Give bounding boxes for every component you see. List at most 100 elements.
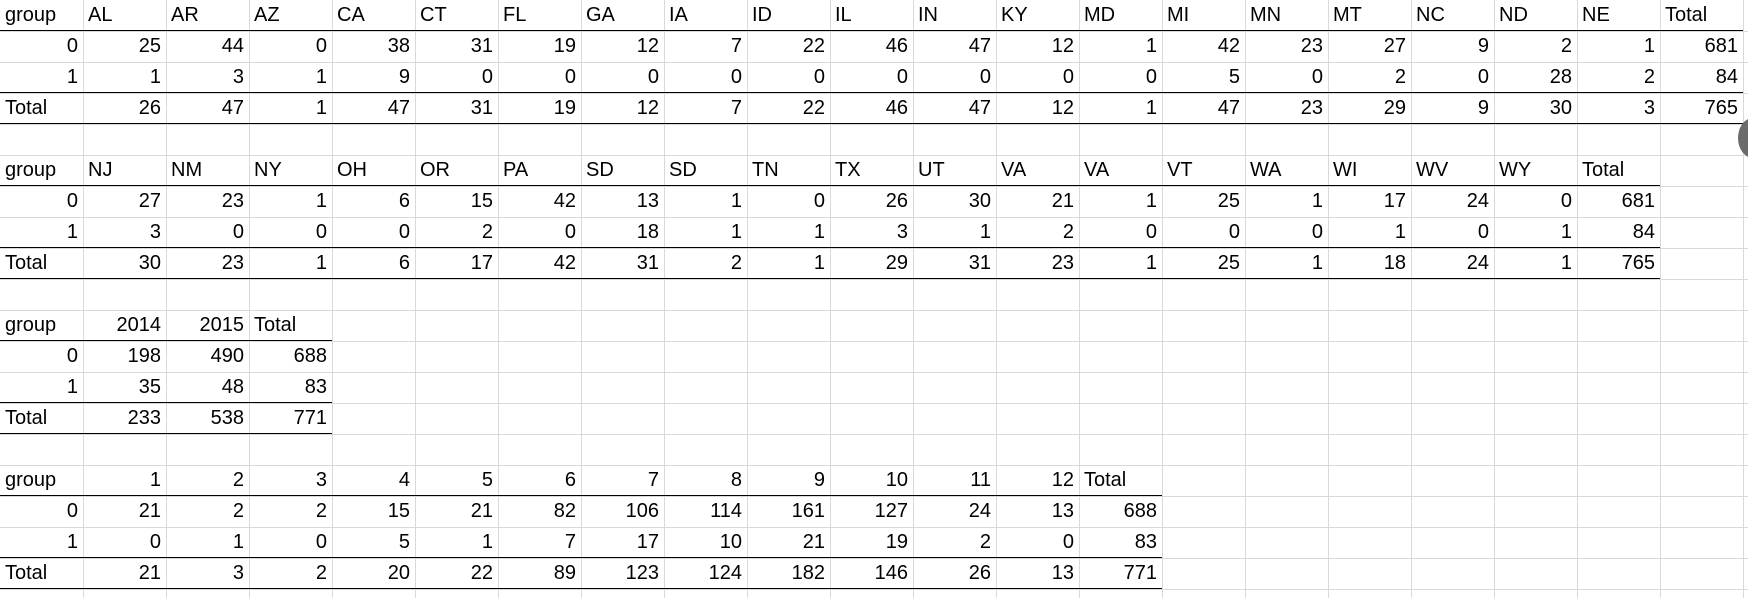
table-cell[interactable]: 26	[138, 97, 161, 119]
table-cell[interactable]: 31	[470, 35, 493, 57]
table-cell[interactable]: 30	[138, 252, 161, 274]
table-cell[interactable]: 21	[138, 500, 161, 522]
table-cell[interactable]: 1	[315, 252, 327, 274]
table-header-cell[interactable]: GA	[586, 4, 615, 26]
table-header-cell[interactable]: 2015	[199, 314, 245, 336]
table-header-cell[interactable]: ND	[1499, 4, 1528, 26]
table-cell[interactable]: 47	[221, 97, 244, 119]
table-header-cell[interactable]: UT	[918, 159, 945, 181]
table-cell[interactable]: 1	[149, 66, 161, 88]
table-cell[interactable]: 0	[1145, 221, 1157, 243]
table-cell[interactable]: 6	[398, 252, 410, 274]
table-cell[interactable]: 31	[636, 252, 659, 274]
table-header-cell[interactable]: NJ	[88, 159, 113, 181]
table-cell[interactable]: 765	[1704, 97, 1738, 119]
table-header-cell[interactable]: 8	[730, 469, 742, 491]
table-cell[interactable]: 127	[874, 500, 908, 522]
table-cell[interactable]: 23	[221, 252, 244, 274]
table-cell[interactable]: 30	[968, 190, 991, 212]
table-cell[interactable]: 48	[221, 376, 244, 398]
table-cell[interactable]: 1	[1394, 221, 1406, 243]
table-cell[interactable]: 2	[232, 500, 244, 522]
table-header-cell[interactable]: OH	[337, 159, 367, 181]
table-cell[interactable]: 24	[1466, 252, 1489, 274]
table-cell[interactable]: 123	[625, 562, 659, 584]
table-header-cell[interactable]: 5	[481, 469, 493, 491]
table-header-cell[interactable]: 9	[813, 469, 825, 491]
table-cell[interactable]: 46	[885, 35, 908, 57]
table-cell[interactable]: 26	[968, 562, 991, 584]
table-cell[interactable]: 5	[1228, 66, 1240, 88]
table-cell[interactable]: 23	[1051, 252, 1074, 274]
table-header-cell[interactable]: FL	[503, 4, 527, 26]
table-cell[interactable]: 25	[1217, 190, 1240, 212]
table-cell[interactable]: 18	[636, 221, 659, 243]
table-cell[interactable]: 28	[1549, 66, 1572, 88]
table-header-cell[interactable]: Total	[1665, 4, 1708, 26]
table-cell[interactable]: 47	[968, 97, 991, 119]
table-cell[interactable]: 0	[564, 66, 576, 88]
table-cell[interactable]: 0	[66, 35, 78, 57]
table-cell[interactable]: Total	[5, 97, 48, 119]
table-cell[interactable]: 12	[1051, 35, 1074, 57]
table-cell[interactable]: 0	[813, 190, 825, 212]
table-cell[interactable]: 3	[1643, 97, 1655, 119]
table-cell[interactable]: 1	[66, 531, 78, 553]
table-cell[interactable]: 1	[315, 190, 327, 212]
table-cell[interactable]: Total	[5, 252, 48, 274]
table-cell[interactable]: 10	[719, 531, 742, 553]
table-cell[interactable]: 27	[1383, 35, 1406, 57]
table-cell[interactable]: 0	[66, 500, 78, 522]
table-cell[interactable]: 21	[470, 500, 493, 522]
table-cell[interactable]: 23	[1300, 35, 1323, 57]
table-cell[interactable]: 2	[1394, 66, 1406, 88]
table-header-cell[interactable]: IL	[835, 4, 852, 26]
table-header-cell[interactable]: Total	[1084, 469, 1127, 491]
table-cell[interactable]: 2	[730, 252, 742, 274]
table-cell[interactable]: 0	[1477, 66, 1489, 88]
table-cell[interactable]: 1	[730, 190, 742, 212]
table-cell[interactable]: 146	[874, 562, 908, 584]
table-cell[interactable]: 22	[802, 35, 825, 57]
table-cell[interactable]: 22	[470, 562, 493, 584]
table-cell[interactable]: 13	[1051, 500, 1074, 522]
table-cell[interactable]: 47	[1217, 97, 1240, 119]
table-header-cell[interactable]: VA	[1084, 159, 1110, 181]
table-cell[interactable]: 18	[1383, 252, 1406, 274]
table-header-cell[interactable]: Total	[254, 314, 297, 336]
table-cell[interactable]: 47	[968, 35, 991, 57]
table-cell[interactable]: 27	[138, 190, 161, 212]
table-cell[interactable]: 38	[387, 35, 410, 57]
table-cell[interactable]: 198	[127, 345, 161, 367]
table-header-cell[interactable]: group	[5, 159, 57, 181]
table-cell[interactable]: 1	[481, 531, 493, 553]
table-header-cell[interactable]: ID	[752, 4, 772, 26]
table-header-cell[interactable]: PA	[503, 159, 529, 181]
table-cell[interactable]: 9	[1477, 35, 1489, 57]
table-cell[interactable]: 3	[896, 221, 908, 243]
table-header-cell[interactable]: SD	[669, 159, 697, 181]
table-cell[interactable]: 15	[387, 500, 410, 522]
table-cell[interactable]: 1	[66, 66, 78, 88]
table-cell[interactable]: 233	[127, 407, 161, 429]
table-cell[interactable]: 12	[636, 97, 659, 119]
table-cell[interactable]: 1	[1145, 252, 1157, 274]
table-cell[interactable]: 0	[647, 66, 659, 88]
table-header-cell[interactable]: Total	[1582, 159, 1625, 181]
table-header-cell[interactable]: NY	[254, 159, 282, 181]
table-cell[interactable]: Total	[5, 562, 48, 584]
table-header-cell[interactable]: 12	[1051, 469, 1074, 491]
table-cell[interactable]: 2	[979, 531, 991, 553]
table-cell[interactable]: 9	[1477, 97, 1489, 119]
table-header-cell[interactable]: WI	[1333, 159, 1358, 181]
table-cell[interactable]: 35	[138, 376, 161, 398]
table-cell[interactable]: 2	[315, 562, 327, 584]
table-cell[interactable]: 114	[710, 500, 742, 522]
table-cell[interactable]: 0	[232, 221, 244, 243]
table-cell[interactable]: 2	[481, 221, 493, 243]
table-cell[interactable]: 22	[802, 97, 825, 119]
table-header-cell[interactable]: WY	[1499, 159, 1532, 181]
table-cell[interactable]: 1	[730, 221, 742, 243]
table-cell[interactable]: 106	[625, 500, 659, 522]
